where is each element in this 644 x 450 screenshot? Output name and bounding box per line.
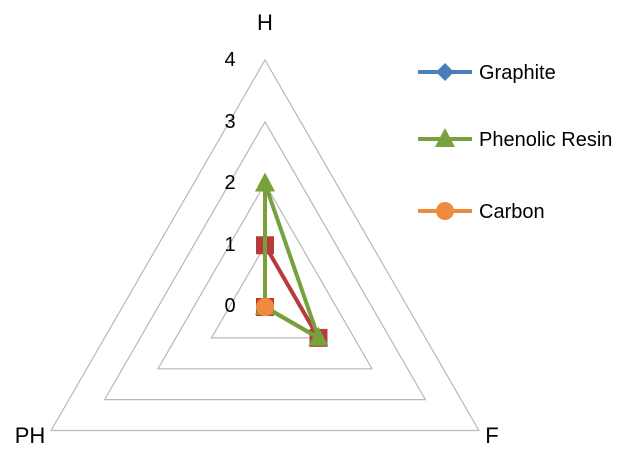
legend: Graphite Phenolic Resin Carbon (418, 62, 612, 223)
legend-label-1: Phenolic Resin (479, 129, 612, 151)
tick-label-1: 1 (224, 234, 235, 256)
legend-item-2: Carbon (418, 201, 545, 223)
legend-marker-0 (436, 63, 454, 81)
series-point-2-2 (256, 298, 274, 316)
radar-grid (50, 58, 480, 432)
tick-label-2: 2 (224, 172, 235, 194)
grid-ring-4 (50, 58, 480, 432)
series-layer (255, 172, 329, 347)
legend-label-2: Carbon (479, 201, 545, 223)
axis-label-ph: PH (15, 423, 46, 448)
series-line-1 (263, 181, 321, 340)
legend-item-1: Phenolic Resin (418, 128, 612, 151)
legend-item-0: Graphite (418, 62, 556, 84)
series-2 (256, 298, 274, 316)
tick-label-4: 4 (224, 49, 235, 71)
axis-label-h: H (257, 10, 273, 35)
tick-label-3: 3 (224, 111, 235, 133)
legend-label-0: Graphite (479, 62, 556, 84)
series-1 (255, 172, 329, 346)
series-point-1-0 (255, 172, 275, 192)
tick-label-0: 0 (224, 295, 235, 317)
axis-labels: H F PH (15, 10, 499, 448)
grid-ring-3 (103, 120, 427, 401)
series-point-1-1 (308, 326, 329, 346)
legend-marker-1 (435, 128, 455, 147)
legend-marker-2 (436, 202, 454, 220)
axis-label-f: F (485, 423, 498, 448)
grid-ring-2 (156, 182, 374, 370)
radial-tick-labels: 0 1 2 3 4 (224, 49, 235, 317)
